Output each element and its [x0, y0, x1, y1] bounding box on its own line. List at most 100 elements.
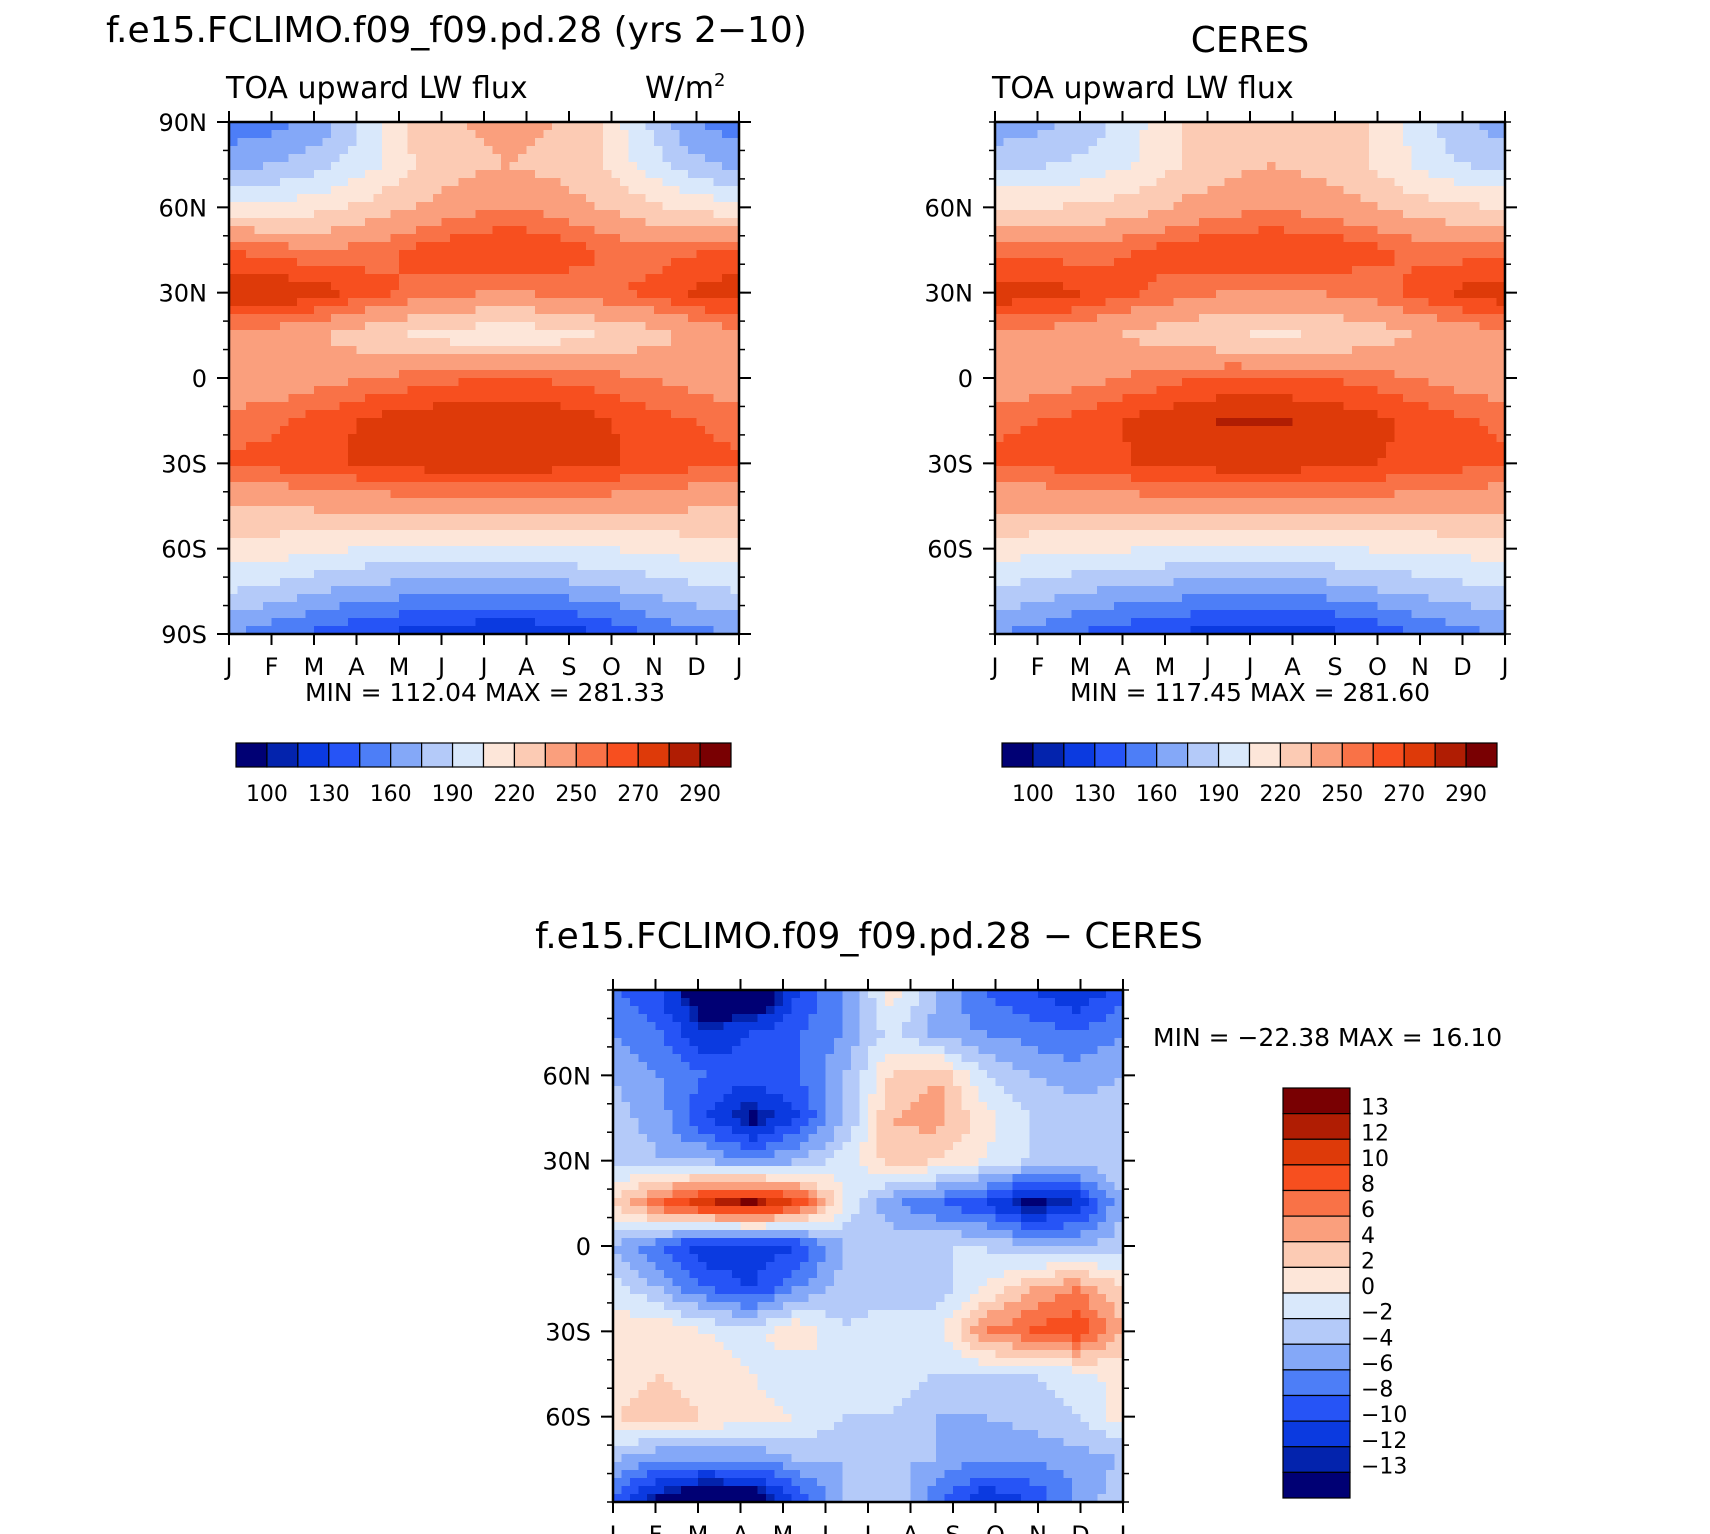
heatmap-cell	[492, 290, 502, 299]
heatmap-cell	[373, 330, 383, 339]
heatmap-cell	[305, 386, 315, 395]
heatmap-cell	[1258, 138, 1268, 147]
heatmap-cell	[637, 338, 647, 347]
heatmap-cell	[611, 210, 621, 219]
heatmap-cell	[730, 466, 740, 475]
heatmap-cell	[314, 602, 324, 611]
heatmap-cell	[637, 586, 647, 595]
heatmap-cell	[696, 522, 706, 531]
heatmap-cell	[280, 426, 290, 435]
heatmap-cell	[1241, 146, 1251, 155]
heatmap-cell	[688, 570, 698, 579]
heatmap-cell	[526, 602, 536, 611]
heatmap-cell	[339, 514, 349, 523]
heatmap-cell	[713, 138, 723, 147]
heatmap-cell	[611, 402, 621, 411]
heatmap-cell	[314, 578, 324, 587]
heatmap-cell	[1224, 218, 1234, 227]
heatmap-cell	[1411, 186, 1421, 195]
heatmap-cell	[433, 474, 443, 483]
heatmap-cell	[1063, 234, 1073, 243]
heatmap-cell	[458, 410, 468, 419]
heatmap-cell	[603, 554, 613, 563]
heatmap-cell	[696, 594, 706, 603]
heatmap-cell	[705, 498, 715, 507]
heatmap-cell	[1071, 146, 1081, 155]
heatmap-cell	[475, 530, 485, 539]
heatmap-cell	[365, 290, 375, 299]
heatmap-cell	[1275, 170, 1285, 179]
heatmap-cell	[1250, 186, 1260, 195]
heatmap-cell	[1199, 210, 1209, 219]
heatmap-cell	[263, 170, 273, 179]
heatmap-cell	[263, 362, 273, 371]
heatmap-cell	[688, 258, 698, 267]
heatmap-cell	[331, 258, 341, 267]
heatmap-cell	[1394, 130, 1404, 139]
heatmap-cell	[458, 226, 468, 235]
heatmap-cell	[603, 434, 613, 443]
heatmap-cell	[424, 530, 434, 539]
heatmap-cell	[356, 458, 366, 467]
heatmap-cell	[696, 234, 706, 243]
heatmap-cell	[322, 162, 332, 171]
heatmap-cell	[1326, 146, 1336, 155]
heatmap-cell	[484, 266, 494, 275]
heatmap-cell	[467, 354, 477, 363]
heatmap-cell	[441, 354, 451, 363]
heatmap-cell	[705, 154, 715, 163]
heatmap-cell	[526, 570, 536, 579]
heatmap-cell	[611, 602, 621, 611]
heatmap-cell	[475, 122, 485, 131]
heatmap-cell	[1216, 242, 1226, 251]
heatmap-cell	[237, 514, 247, 523]
heatmap-cell	[492, 354, 502, 363]
heatmap-cell	[246, 186, 256, 195]
heatmap-cell	[654, 466, 664, 475]
heatmap-cell	[1411, 218, 1421, 227]
heatmap-cell	[365, 586, 375, 595]
heatmap-cell	[356, 474, 366, 483]
heatmap-cell	[297, 306, 307, 315]
heatmap-cell	[1267, 122, 1277, 131]
heatmap-cell	[1097, 122, 1107, 131]
heatmap-cell	[1250, 210, 1260, 219]
heatmap-cell	[722, 298, 732, 307]
heatmap-cell	[1054, 234, 1064, 243]
heatmap-cell	[1437, 146, 1447, 155]
heatmap-cell	[645, 234, 655, 243]
heatmap-cell	[1173, 122, 1183, 131]
heatmap-cell	[705, 250, 715, 259]
heatmap-cell	[288, 178, 298, 187]
heatmap-cell	[416, 474, 426, 483]
panel-obs-title: CERES	[1191, 20, 1310, 61]
heatmap-cell	[1420, 146, 1430, 155]
heatmap-cell	[526, 618, 536, 627]
heatmap-cell	[467, 490, 477, 499]
heatmap-cell	[1182, 194, 1192, 203]
heatmap-cell	[1386, 226, 1396, 235]
heatmap-cell	[484, 442, 494, 451]
heatmap-cell	[577, 458, 587, 467]
heatmap-cell	[713, 458, 723, 467]
heatmap-cell	[373, 418, 383, 427]
heatmap-cell	[441, 426, 451, 435]
heatmap-cell	[662, 194, 672, 203]
heatmap-cell	[705, 170, 715, 179]
heatmap-cell	[671, 242, 681, 251]
heatmap-cell	[1216, 226, 1226, 235]
heatmap-cell	[535, 442, 545, 451]
heatmap-cell	[1063, 122, 1073, 131]
heatmap-cell	[229, 282, 239, 291]
heatmap-cell	[1309, 194, 1319, 203]
heatmap-cell	[254, 522, 264, 531]
heatmap-cell	[603, 306, 613, 315]
heatmap-cell	[1292, 146, 1302, 155]
heatmap-cell	[322, 170, 332, 179]
heatmap-cell	[543, 498, 553, 507]
heatmap-cell	[560, 162, 570, 171]
heatmap-cell	[713, 186, 723, 195]
heatmap-cell	[1411, 234, 1421, 243]
heatmap-cell	[662, 138, 672, 147]
heatmap-cell	[1326, 162, 1336, 171]
